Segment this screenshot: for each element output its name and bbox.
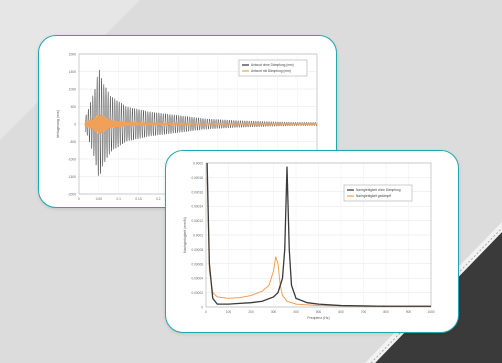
frequency-response-chart: 0 0.00002 0.00004 0.00006 0.00008 0.0001 0.000… xyxy=(183,162,435,321)
x-axis-label: Frequenz (Hz) xyxy=(307,316,329,320)
y-axis-label: Nachgiebigkeit (mm/N) xyxy=(183,217,187,253)
x-tick-label: 800 xyxy=(383,310,389,314)
frequency-response-card: 0 0.00002 0.00004 0.00006 0.00008 0.0001 0.000… xyxy=(165,150,459,333)
x-tick-label: 700 xyxy=(361,310,367,314)
y-tick-label: 0.0001 xyxy=(193,234,203,238)
x-tick-label: 0 xyxy=(78,197,80,201)
x-tick-label: 0 xyxy=(205,310,207,314)
series-line-0 xyxy=(206,162,431,307)
y-tick-label: 1000 xyxy=(69,88,76,92)
y-tick-label: 0.00012 xyxy=(191,219,203,223)
x-tick-label: 0.05 xyxy=(96,197,102,201)
x-tick-label: 0.2 xyxy=(156,197,161,201)
y-tick-label: -1500 xyxy=(68,175,76,179)
y-axis-label: Verlagerung (mm) xyxy=(56,110,60,138)
x-tick-label: 0.15 xyxy=(135,197,141,201)
x-tick-label: 600 xyxy=(338,310,344,314)
y-tick-label: -500 xyxy=(70,140,77,144)
x-tick-label: 400 xyxy=(293,310,299,314)
y-tick-label: 0 xyxy=(74,123,76,127)
y-tick-label: 0.00008 xyxy=(191,248,203,252)
legend-box xyxy=(238,59,308,77)
y-tick-label: 0.00016 xyxy=(191,190,203,194)
x-tick-label: 100 xyxy=(226,310,232,314)
y-tick-label: 0.00018 xyxy=(191,176,203,180)
series-line-1 xyxy=(84,113,318,134)
y-tick-label: -1000 xyxy=(68,158,76,162)
x-tick-label: 200 xyxy=(248,310,254,314)
legend-entry: Nachgiebigkeit gedämpft xyxy=(356,194,391,198)
x-tick-label: 900 xyxy=(406,310,412,314)
y-tick-label: 0.0002 xyxy=(193,162,203,166)
legend-box xyxy=(343,184,413,202)
x-tick-label: 0.1 xyxy=(116,197,121,201)
plot-area xyxy=(205,162,432,308)
y-tick-label: 0.00004 xyxy=(191,277,203,281)
x-tick-label: 500 xyxy=(316,310,322,314)
legend-entry: Antwort mit Dämpfung (mm) xyxy=(251,69,291,73)
legend-entry: Antwort ohne Dämpfung (mm) xyxy=(251,63,294,67)
y-tick-label: -2000 xyxy=(68,193,76,197)
y-tick-label: 0.00014 xyxy=(191,205,203,209)
y-tick-label: 500 xyxy=(71,105,77,109)
legend-entry: Nachgiebigkeit ohne Dämpfung xyxy=(356,188,401,192)
y-tick-label: 0.00006 xyxy=(191,262,203,266)
y-tick-label: 0 xyxy=(201,306,203,310)
y-tick-label: 2000 xyxy=(69,53,76,57)
y-tick-label: 1500 xyxy=(69,70,76,74)
x-tick-label: 1000 xyxy=(427,310,434,314)
x-tick-label: 300 xyxy=(271,310,277,314)
y-tick-label: 0.00002 xyxy=(191,291,203,295)
